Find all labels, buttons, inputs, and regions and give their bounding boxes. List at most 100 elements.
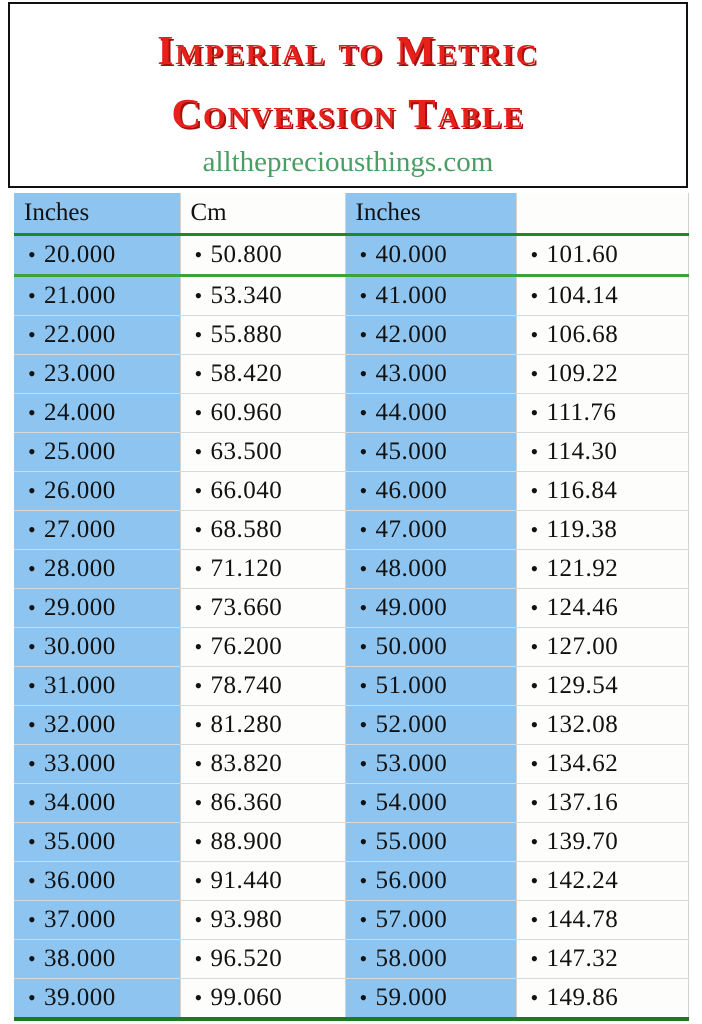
table-cell: • 127.00 (516, 627, 689, 667)
table-row: • 30.000 • 76.200 • 50.000 • 127.00 (14, 627, 689, 667)
cell-value: 111.76 (546, 399, 617, 426)
bullet-icon: • (194, 322, 203, 347)
cell-value: 55.000 (375, 828, 448, 855)
table-cell: • 83.820 (180, 744, 346, 784)
cell-value: 119.38 (546, 516, 618, 543)
table-row: • 32.000 • 81.280 • 52.000 • 132.08 (14, 705, 689, 745)
cell-value: 49.000 (375, 594, 448, 621)
bullet-icon: • (359, 556, 368, 581)
cell-value: 99.060 (210, 984, 283, 1011)
cell-value: 144.78 (546, 906, 619, 933)
cell-value: 40.000 (375, 241, 448, 268)
table-cell: • 58.000 (345, 939, 517, 979)
bullet-icon: • (359, 634, 368, 659)
table-cell: • 35.000 (14, 822, 181, 862)
table-cell: • 22.000 (14, 315, 181, 355)
table-row: • 23.000 • 58.420 • 43.000 • 109.22 (14, 354, 689, 394)
bullet-icon: • (28, 634, 36, 659)
bullet-icon: • (359, 946, 368, 971)
table-cell: • 144.78 (516, 900, 689, 940)
table-cell: • 73.660 (180, 588, 346, 628)
cell-value: 41.000 (375, 282, 448, 309)
cell-value: 139.70 (546, 828, 619, 855)
cell-value: 31.000 (44, 672, 116, 699)
table-row: • 24.000 • 60.960 • 44.000 • 111.76 (14, 393, 689, 433)
table-cell: • 134.62 (516, 744, 689, 784)
bullet-icon: • (194, 439, 203, 464)
bullet-icon: • (28, 439, 36, 464)
cell-value: 27.000 (44, 516, 116, 543)
cell-value: 116.84 (546, 477, 618, 504)
cell-value: 91.440 (210, 867, 283, 894)
bullet-icon: • (194, 985, 203, 1010)
cell-value: 83.820 (210, 750, 283, 777)
cell-value: 53.340 (210, 282, 283, 309)
table-cell: • 63.500 (180, 432, 346, 472)
table-cell: • 33.000 (14, 744, 181, 784)
bullet-icon: • (28, 595, 36, 620)
bullet-icon: • (28, 283, 36, 308)
bullet-icon: • (359, 985, 368, 1010)
cell-value: 44.000 (375, 399, 448, 426)
bullet-icon: • (28, 517, 36, 542)
table-cell: • 36.000 (14, 861, 181, 901)
bullet-icon: • (194, 829, 203, 854)
cell-value: 34.000 (44, 789, 116, 816)
bullet-icon: • (359, 712, 368, 737)
table-cell: • 114.30 (516, 432, 689, 472)
table-cell: • 56.000 (345, 861, 517, 901)
table-cell: • 68.580 (180, 510, 346, 550)
table-cell: • 30.000 (14, 627, 181, 667)
cell-value: 147.32 (546, 945, 619, 972)
table-cell: • 139.70 (516, 822, 689, 862)
cell-value: 42.000 (375, 321, 448, 348)
table-cell: • 47.000 (345, 510, 517, 550)
cell-value: 109.22 (546, 360, 619, 387)
cell-value: 50.800 (210, 241, 283, 268)
table-row: • 26.000 • 66.040 • 46.000 • 116.84 (14, 471, 689, 511)
bullet-icon: • (359, 439, 368, 464)
table-cell: • 38.000 (14, 939, 181, 979)
bullet-icon: • (194, 634, 203, 659)
bullet-icon: • (530, 400, 539, 425)
bullet-icon: • (28, 907, 36, 932)
cell-value: 23.000 (44, 360, 116, 387)
table-cell: • 23.000 (14, 354, 181, 394)
table-cell: • 34.000 (14, 783, 181, 823)
cell-value: 59.000 (375, 984, 448, 1011)
table-cell: • 45.000 (345, 432, 517, 472)
bullet-icon: • (530, 322, 539, 347)
bullet-icon: • (530, 242, 539, 267)
table-cell: • 86.360 (180, 783, 346, 823)
bullet-icon: • (359, 595, 368, 620)
cell-value: 36.000 (44, 867, 116, 894)
cell-value: 73.660 (210, 594, 283, 621)
cell-value: 66.040 (210, 477, 283, 504)
cell-value: 58.000 (375, 945, 448, 972)
cell-value: 86.360 (210, 789, 283, 816)
bullet-icon: • (359, 242, 368, 267)
bullet-icon: • (530, 712, 539, 737)
cell-value: 20.000 (44, 241, 116, 268)
cell-value: 47.000 (375, 516, 448, 543)
table-cell: • 96.520 (180, 939, 346, 979)
bullet-icon: • (530, 751, 539, 776)
table-cell: • 41.000 (345, 275, 517, 316)
bullet-icon: • (530, 283, 539, 308)
bullet-icon: • (194, 790, 203, 815)
site-watermark: allthepreciousthings.com (202, 146, 494, 178)
bullet-icon: • (194, 283, 203, 308)
cell-value: 50.000 (375, 633, 448, 660)
bullet-icon: • (28, 712, 36, 737)
bullet-icon: • (194, 868, 203, 893)
table-cell: • 93.980 (180, 900, 346, 940)
cell-value: 121.92 (546, 555, 619, 582)
bullet-icon: • (28, 478, 36, 503)
table-cell: • 76.200 (180, 627, 346, 667)
bullet-icon: • (359, 478, 368, 503)
bullet-icon: • (530, 673, 539, 698)
table-cell: • 42.000 (345, 315, 517, 355)
table-cell: • 31.000 (14, 666, 181, 706)
table-row: • 36.000 • 91.440 • 56.000 • 142.24 (14, 861, 689, 901)
